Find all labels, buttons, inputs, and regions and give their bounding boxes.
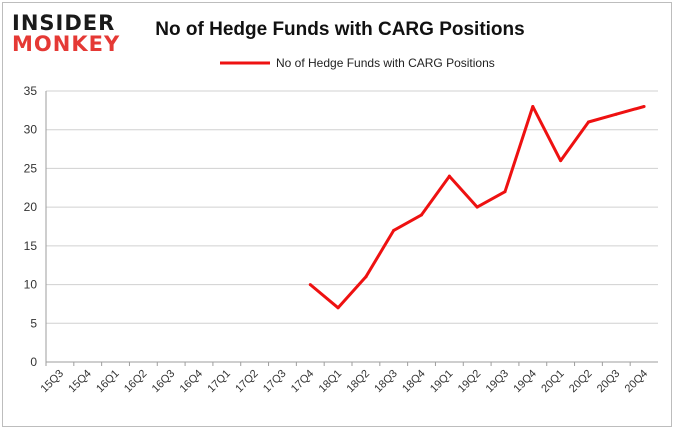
- x-tick-label: 15Q3: [39, 368, 67, 396]
- logo-line-1: INSIDER: [12, 11, 115, 35]
- y-tick-label: 25: [24, 161, 38, 175]
- data-point: [503, 190, 507, 194]
- x-tick-label: 20Q3: [595, 368, 623, 396]
- data-point: [614, 112, 618, 116]
- x-tick-label: 16Q2: [122, 368, 150, 396]
- data-point: [364, 275, 368, 279]
- x-tick-label: 19Q2: [456, 368, 484, 396]
- x-tick-label: 20Q1: [539, 368, 567, 396]
- x-tick-label: 16Q4: [178, 368, 206, 396]
- data-point: [475, 205, 479, 209]
- x-tick-label: 18Q4: [400, 368, 428, 396]
- data-point: [559, 159, 563, 163]
- x-tick-label: 15Q4: [66, 368, 94, 396]
- series-lines: [308, 104, 646, 310]
- data-point: [531, 104, 535, 108]
- insider-monkey-logo: INSIDER MONKEY: [12, 11, 120, 56]
- y-tick-label: 0: [30, 355, 37, 369]
- x-tick-label: 16Q3: [150, 368, 178, 396]
- legend: No of Hedge Funds with CARG Positions: [220, 56, 495, 70]
- data-point: [642, 104, 646, 108]
- y-tick-label: 10: [24, 278, 38, 292]
- y-tick-label: 35: [24, 84, 38, 98]
- x-tick-label: 17Q2: [233, 368, 261, 396]
- x-axis-tick-labels: 15Q3 15Q4 16Q1 16Q2 16Q3 16Q4 17Q1 17Q2 17Q3 17Q4…: [39, 368, 651, 396]
- logo-line-2: MONKEY: [12, 32, 120, 56]
- chart-title: No of Hedge Funds with CARG Positions: [155, 19, 524, 40]
- data-point: [336, 306, 340, 310]
- x-tick-label: 18Q2: [345, 368, 373, 396]
- x-tick-label: 17Q1: [205, 368, 233, 396]
- data-point: [392, 228, 396, 232]
- x-tick-label: 19Q3: [484, 368, 512, 396]
- x-tick-label: 18Q1: [317, 368, 345, 396]
- x-tick-label: 20Q4: [623, 368, 651, 396]
- y-axis-tick-labels: 0 5 10 15 20 25 30 35: [24, 84, 38, 369]
- data-point: [586, 120, 590, 124]
- grid-lines: [45, 90, 658, 366]
- x-tick-label: 20Q2: [567, 368, 595, 396]
- x-tick-label: 16Q1: [94, 368, 122, 396]
- y-tick-label: 20: [24, 200, 38, 214]
- data-point: [420, 213, 424, 217]
- x-tick-label: 17Q3: [261, 368, 289, 396]
- x-tick-label: 17Q4: [289, 368, 317, 396]
- data-point: [447, 174, 451, 178]
- chart-frame: [2, 2, 672, 427]
- legend-label: No of Hedge Funds with CARG Positions: [276, 56, 495, 70]
- y-tick-label: 30: [24, 123, 38, 137]
- x-tick-label: 18Q3: [372, 368, 400, 396]
- y-tick-label: 5: [30, 316, 37, 330]
- data-point: [308, 283, 312, 287]
- x-tick-label: 19Q1: [428, 368, 456, 396]
- y-tick-label: 15: [24, 239, 38, 253]
- x-tick-label: 19Q4: [511, 368, 539, 396]
